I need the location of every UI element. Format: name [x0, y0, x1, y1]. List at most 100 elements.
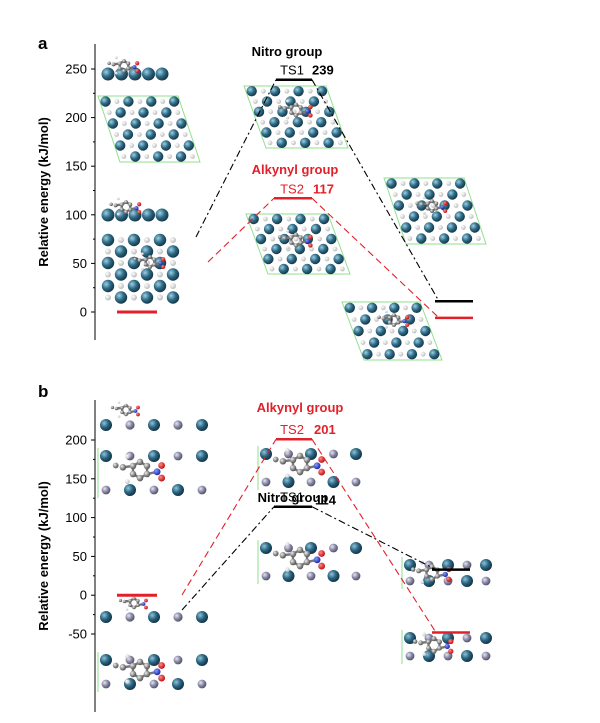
- atom: [299, 137, 311, 149]
- atom: [282, 476, 295, 488]
- atom: [303, 464, 311, 472]
- atom: [137, 132, 142, 137]
- atom: [285, 96, 296, 107]
- atom: [296, 452, 304, 460]
- atom: [127, 256, 141, 270]
- atom: [149, 485, 159, 495]
- atom: [261, 571, 271, 581]
- atom: [424, 573, 430, 579]
- atom: [427, 340, 433, 345]
- molecule-adsorbate-icon: [110, 401, 140, 418]
- atom: [106, 110, 112, 115]
- atom: [168, 129, 179, 140]
- atom: [448, 638, 454, 645]
- atom: [125, 454, 130, 459]
- atom: [100, 611, 112, 623]
- unit-cell-outline: [97, 95, 201, 163]
- atom: [148, 611, 160, 623]
- molecule-adsorbate-icon: [272, 542, 326, 573]
- atom: [329, 543, 338, 553]
- atom: [152, 257, 157, 262]
- atom: [114, 71, 118, 75]
- atom: [286, 216, 292, 222]
- slab-model-icon: [101, 67, 169, 81]
- atom: [384, 310, 388, 314]
- atom: [130, 151, 141, 162]
- atom: [289, 550, 297, 558]
- atom: [403, 305, 408, 311]
- atom: [122, 59, 126, 64]
- atom: [131, 248, 137, 255]
- atom: [436, 639, 442, 645]
- atom: [161, 107, 172, 118]
- atom: [285, 448, 290, 453]
- atom: [307, 88, 313, 94]
- atom: [306, 571, 316, 581]
- atom: [309, 216, 315, 222]
- atom: [148, 264, 152, 269]
- atom: [305, 238, 310, 244]
- atom: [308, 234, 313, 240]
- atom: [125, 612, 135, 622]
- atom: [135, 68, 140, 74]
- atom: [116, 212, 120, 216]
- atom: [460, 225, 466, 230]
- reaction-path-segment: [311, 79, 440, 302]
- atom: [100, 419, 112, 431]
- atom: [425, 201, 430, 206]
- atom: [301, 226, 307, 232]
- reaction-path-segment: [195, 79, 277, 238]
- atom: [269, 266, 275, 272]
- atom: [397, 325, 409, 337]
- atom: [246, 85, 257, 97]
- atom: [430, 203, 436, 208]
- atom: [309, 246, 314, 252]
- atom: [461, 192, 467, 197]
- atom: [453, 203, 459, 208]
- atom: [133, 257, 137, 262]
- atom: [468, 214, 474, 219]
- atom: [481, 576, 491, 586]
- y-tick-label: 0: [80, 305, 87, 320]
- atom: [172, 678, 184, 690]
- atom: [153, 668, 161, 676]
- slab-model-icon: [100, 611, 208, 623]
- atom: [263, 216, 268, 222]
- atom: [153, 279, 167, 293]
- atom: [176, 118, 187, 129]
- atom: [308, 127, 319, 138]
- atom: [411, 328, 417, 334]
- atom: [128, 405, 132, 410]
- atom: [124, 412, 128, 417]
- atom: [167, 121, 173, 126]
- atom: [136, 598, 140, 603]
- atom: [136, 458, 144, 466]
- atom: [117, 61, 122, 66]
- atom: [170, 260, 176, 266]
- atom: [454, 211, 465, 222]
- atom: [480, 632, 492, 644]
- atom: [285, 473, 290, 479]
- atom: [270, 236, 276, 242]
- atom: [416, 233, 427, 244]
- panel-a-energy-paths: [117, 78, 473, 320]
- atom: [118, 260, 124, 266]
- atom: [101, 208, 115, 222]
- atom: [375, 325, 387, 337]
- atom: [143, 470, 151, 478]
- atom: [137, 140, 149, 151]
- atom: [324, 256, 330, 262]
- atom: [289, 235, 294, 240]
- atom: [323, 137, 334, 149]
- panel-a-y-axis: 0 50 100 150 200 250 Relative energy (kJ/mol): [36, 44, 96, 340]
- atom: [101, 256, 115, 270]
- atom: [140, 252, 144, 256]
- atom: [287, 223, 298, 235]
- panel-a-structure-models: [97, 56, 487, 361]
- atom: [339, 266, 345, 272]
- atom: [153, 468, 161, 476]
- ts-energy-value: 117: [313, 181, 334, 196]
- atom: [114, 268, 128, 281]
- y-tick-label: 50: [73, 256, 87, 271]
- atom: [118, 598, 123, 603]
